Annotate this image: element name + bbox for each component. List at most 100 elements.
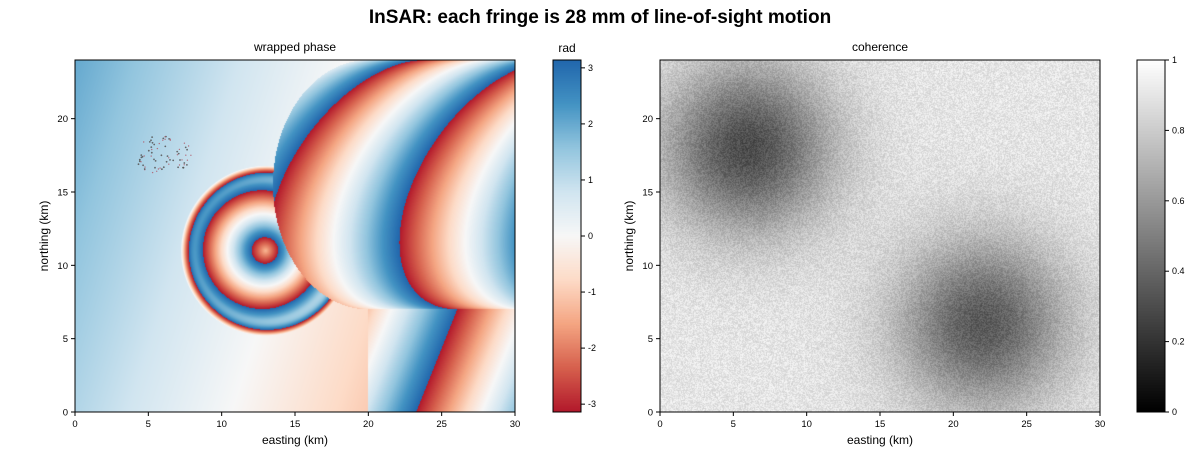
scatter-point <box>160 154 163 157</box>
coherence-colorbar-tick-label: 0.8 <box>1172 125 1185 135</box>
coherence-x-tick-label: 5 <box>731 419 736 430</box>
scatter-point <box>187 145 190 147</box>
scatter-point <box>184 146 187 149</box>
coherence-heatmap <box>660 60 1100 412</box>
scatter-point <box>166 155 169 158</box>
coherence-colorbar <box>1137 60 1165 412</box>
scatter-point <box>150 155 152 157</box>
scatter-point <box>159 167 161 169</box>
scatter-point <box>144 166 146 168</box>
coherence-x-tick-label: 0 <box>657 419 662 430</box>
scatter-point <box>150 139 152 142</box>
coherence-x-tick-label: 25 <box>1021 419 1032 430</box>
scatter-point <box>156 170 158 172</box>
phase-y-tick-label: 15 <box>57 188 68 199</box>
phase-x-tick-label: 25 <box>436 419 447 430</box>
coherence-y-axis-label: northing (km) <box>622 201 636 272</box>
scatter-point <box>181 159 183 161</box>
scatter-point <box>164 138 166 140</box>
scatter-point <box>150 146 153 149</box>
scatter-point <box>164 145 167 148</box>
coherence-panel-title: coherence <box>852 40 908 54</box>
scatter-point <box>176 154 179 156</box>
phase-x-tick-label: 20 <box>363 419 374 430</box>
scatter-point <box>147 149 150 152</box>
scatter-point <box>150 151 153 154</box>
scatter-point <box>176 150 179 153</box>
phase-colorbar-tick-label: -2 <box>588 343 596 353</box>
scatter-point <box>177 152 180 155</box>
coherence-x-axis-label: easting (km) <box>847 433 913 447</box>
phase-colorbar-tick-label: 0 <box>588 231 593 241</box>
coherence-colorbar-tick-label: 0.6 <box>1172 196 1185 206</box>
phase-x-tick-label: 0 <box>72 419 77 430</box>
scatter-point <box>140 161 142 163</box>
scatter-point <box>190 154 192 156</box>
scatter-point <box>162 137 165 140</box>
coherence-colorbar-tick-label: 0.4 <box>1172 266 1185 276</box>
scatter-point <box>157 168 160 170</box>
phase-colorbar-tick-label: -3 <box>588 399 596 409</box>
phase-y-ticks: 0 5 10 15 20 <box>57 114 75 419</box>
scatter-point <box>154 166 156 169</box>
scatter-point <box>140 156 143 159</box>
phase-heatmap <box>75 60 515 412</box>
scatter-point <box>164 136 166 138</box>
phase-colorbar <box>553 60 581 412</box>
coherence-x-tick-label: 10 <box>801 419 812 430</box>
phase-colorbar-ticks: -3 -2 -1 0 1 2 3 <box>581 63 596 409</box>
phase-y-tick-label: 0 <box>63 408 68 419</box>
phase-colorbar-tick-label: 3 <box>588 63 593 73</box>
scatter-point <box>182 166 184 169</box>
scatter-point <box>183 142 186 144</box>
scatter-point <box>185 154 187 156</box>
scatter-point <box>140 154 143 157</box>
scatter-point <box>162 139 164 141</box>
phase-colorbar-tick-label: -1 <box>588 287 596 297</box>
scatter-point <box>169 159 171 161</box>
scatter-point <box>153 158 155 161</box>
scatter-point <box>186 159 189 161</box>
coherence-y-tick-label: 15 <box>642 188 653 199</box>
scatter-point <box>151 136 154 139</box>
scatter-point <box>168 163 170 165</box>
scatter-point <box>178 164 181 166</box>
phase-x-tick-label: 5 <box>146 419 151 430</box>
scatter-point <box>154 160 157 162</box>
scatter-point <box>161 168 163 171</box>
phase-y-tick-label: 10 <box>57 261 68 272</box>
scatter-point <box>138 160 141 163</box>
scatter-point <box>183 164 185 166</box>
coherence-y-tick-label: 5 <box>648 334 653 345</box>
scatter-point <box>186 148 189 151</box>
scatter-point <box>138 158 141 161</box>
scatter-point <box>153 143 156 146</box>
scatter-point <box>162 166 165 169</box>
scatter-point <box>151 141 154 144</box>
phase-colorbar-label: rad <box>558 41 575 55</box>
scatter-point <box>169 138 171 140</box>
scatter-point <box>178 148 181 151</box>
scatter-point <box>172 159 175 162</box>
scatter-point <box>151 171 154 174</box>
scatter-point <box>177 166 180 169</box>
phase-x-axis-label: easting (km) <box>262 433 328 447</box>
scatter-point <box>179 159 181 161</box>
coherence-colorbar-tick-label: 0.2 <box>1172 337 1185 347</box>
scatter-point <box>143 168 146 170</box>
phase-colorbar-tick-label: 2 <box>588 119 593 129</box>
scatter-point <box>142 164 145 167</box>
coherence-x-ticks: 0 5 10 15 20 25 30 <box>657 412 1105 430</box>
coherence-x-tick-label: 20 <box>948 419 959 430</box>
scatter-point <box>143 155 145 157</box>
scatter-point <box>186 164 188 166</box>
scatter-point <box>148 141 151 143</box>
scatter-point <box>158 142 160 145</box>
coherence-y-ticks: 0 5 10 15 20 <box>642 114 660 419</box>
scatter-point <box>165 160 168 163</box>
scatter-point <box>183 162 186 164</box>
figure-title: InSAR: each fringe is 28 mm of line-of-s… <box>369 7 831 28</box>
scatter-point <box>168 157 170 159</box>
coherence-colorbar-frame <box>1136 59 1166 413</box>
